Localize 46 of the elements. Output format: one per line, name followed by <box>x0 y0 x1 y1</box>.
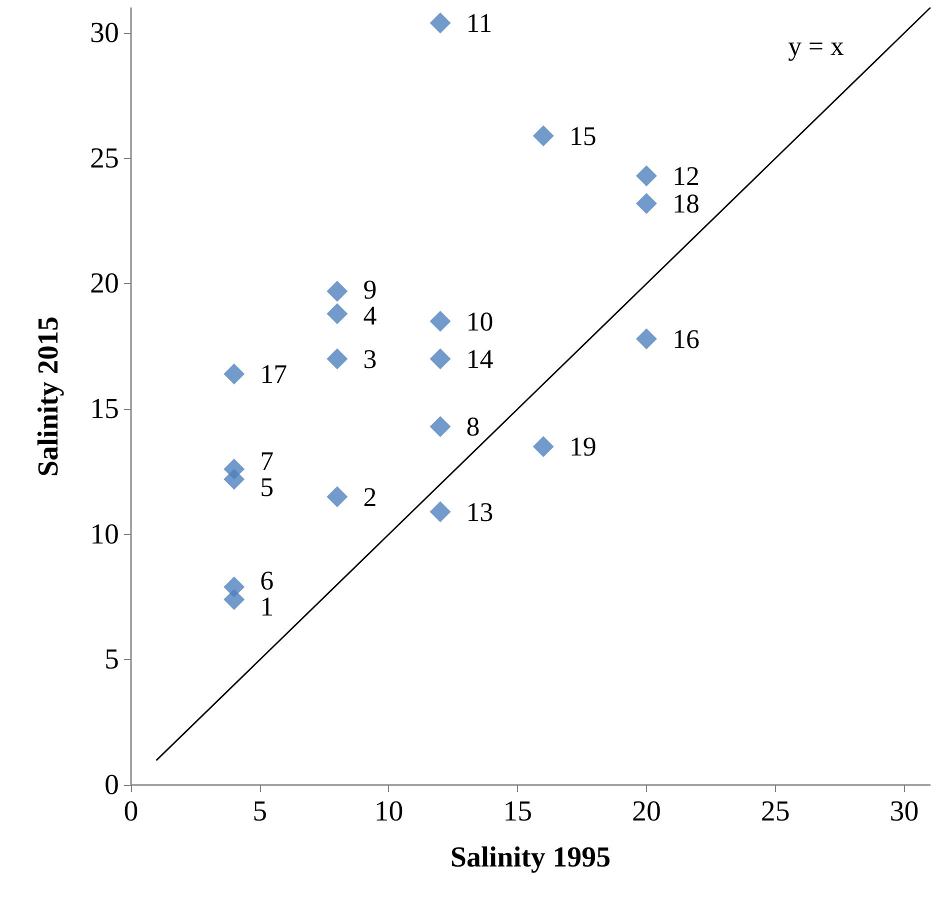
point <box>636 193 657 214</box>
point <box>636 328 657 350</box>
point <box>532 436 554 458</box>
point <box>430 416 451 438</box>
annotation: y = x <box>788 31 844 61</box>
annotation: 18 <box>672 188 700 219</box>
point <box>224 576 245 598</box>
x-tick-label: 5 <box>252 796 268 828</box>
annotation: 11 <box>466 8 492 38</box>
annotation: 3 <box>363 344 377 374</box>
point <box>430 501 451 522</box>
annotation: 14 <box>466 344 494 374</box>
y-tick-label: 25 <box>90 142 119 174</box>
annotation: 2 <box>363 482 377 512</box>
y-tick-label: 15 <box>90 393 119 426</box>
point <box>326 486 348 508</box>
annotation: 19 <box>569 432 596 462</box>
annotation: 16 <box>672 324 700 354</box>
point <box>636 165 657 186</box>
annotation: 12 <box>672 160 700 191</box>
y-tick-label: 30 <box>90 17 119 50</box>
y-axis-title: Salinity 2015 <box>32 316 64 477</box>
x-axis-title: Salinity 1995 <box>450 842 611 874</box>
annotation: 13 <box>466 496 494 527</box>
y-tick-label: 10 <box>90 518 119 550</box>
point <box>430 348 451 370</box>
point <box>224 458 245 480</box>
point <box>430 12 451 34</box>
x-tick-label: 10 <box>374 796 404 828</box>
x-tick-label: 15 <box>503 796 532 828</box>
annotation: 17 <box>260 358 288 389</box>
point <box>224 363 245 384</box>
annotation: 8 <box>466 412 480 442</box>
y-tick-label: 0 <box>104 769 119 801</box>
point <box>430 310 451 332</box>
point <box>326 303 348 324</box>
y-tick-label: 20 <box>90 268 119 300</box>
x-tick-label: 20 <box>632 796 661 828</box>
y-tick-label: 5 <box>104 644 119 676</box>
x-tick-label: 30 <box>890 796 919 828</box>
point <box>326 280 348 302</box>
annotation: 10 <box>466 306 494 336</box>
x-tick-label: 25 <box>760 796 790 828</box>
point <box>326 348 348 370</box>
point <box>532 125 554 146</box>
annotation: 15 <box>569 120 596 151</box>
